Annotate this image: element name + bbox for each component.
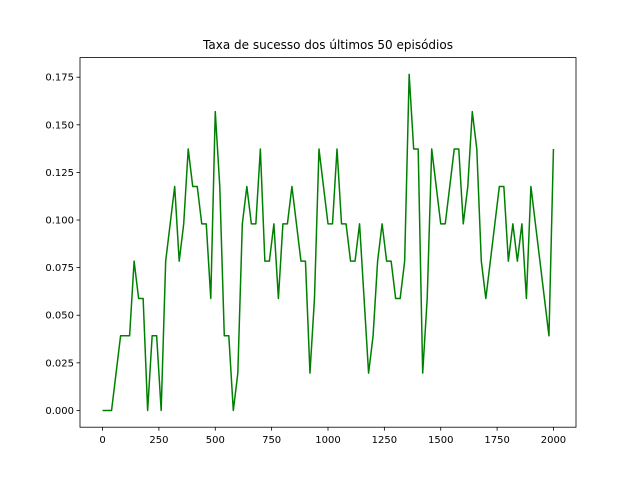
x-tick-label: 1750 — [484, 435, 509, 446]
y-tick-label: 0.125 — [45, 168, 74, 179]
y-tick-label: 0.100 — [45, 216, 74, 227]
x-tick-label: 0 — [99, 435, 105, 446]
plot-frame — [79, 57, 577, 428]
y-tick-label: 0.025 — [45, 358, 74, 369]
x-tick-label: 1000 — [315, 435, 340, 446]
y-tick-label: 0.000 — [45, 406, 74, 417]
y-tick-label: 0.050 — [45, 311, 74, 322]
chart-title: Taxa de sucesso dos últimos 50 episódios — [202, 38, 453, 52]
x-tick-label: 1500 — [428, 435, 453, 446]
x-tick-label: 500 — [206, 435, 225, 446]
y-tick-label: 0.175 — [45, 73, 74, 84]
y-tick-label: 0.075 — [45, 263, 74, 274]
x-tick-label: 250 — [149, 435, 168, 446]
x-tick-label: 2000 — [541, 435, 566, 446]
y-tick-label: 0.150 — [45, 120, 74, 131]
x-tick-label: 750 — [262, 435, 281, 446]
x-tick-label: 1250 — [372, 435, 397, 446]
data-line — [102, 73, 555, 412]
